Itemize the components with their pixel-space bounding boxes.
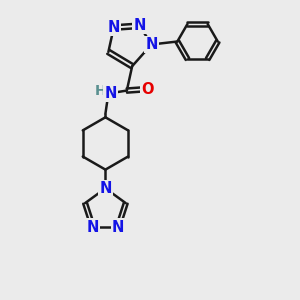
Text: N: N <box>87 220 99 235</box>
Text: N: N <box>99 181 112 196</box>
Text: N: N <box>145 37 158 52</box>
Text: N: N <box>105 86 117 101</box>
Text: H: H <box>94 84 106 98</box>
Text: N: N <box>108 20 120 35</box>
Text: O: O <box>141 82 154 97</box>
Text: N: N <box>112 220 124 235</box>
Text: N: N <box>134 18 146 33</box>
